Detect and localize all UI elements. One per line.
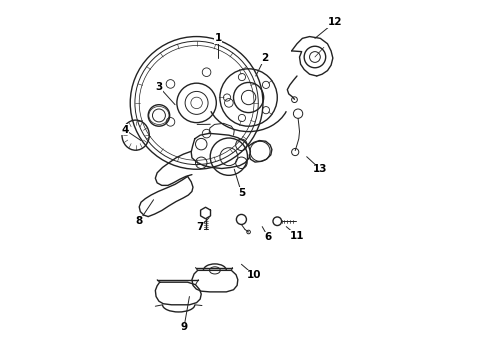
Text: 9: 9 [180, 322, 188, 332]
Text: 7: 7 [196, 222, 204, 231]
Text: 4: 4 [121, 125, 128, 135]
Text: 8: 8 [136, 216, 143, 226]
Text: 6: 6 [265, 232, 272, 242]
Text: 3: 3 [155, 82, 163, 92]
Text: 10: 10 [247, 270, 261, 280]
Text: 1: 1 [215, 33, 222, 43]
Text: 2: 2 [261, 53, 269, 63]
Text: 11: 11 [290, 231, 304, 240]
Text: 13: 13 [313, 164, 327, 174]
Text: 5: 5 [238, 188, 245, 198]
Text: 12: 12 [327, 17, 342, 27]
